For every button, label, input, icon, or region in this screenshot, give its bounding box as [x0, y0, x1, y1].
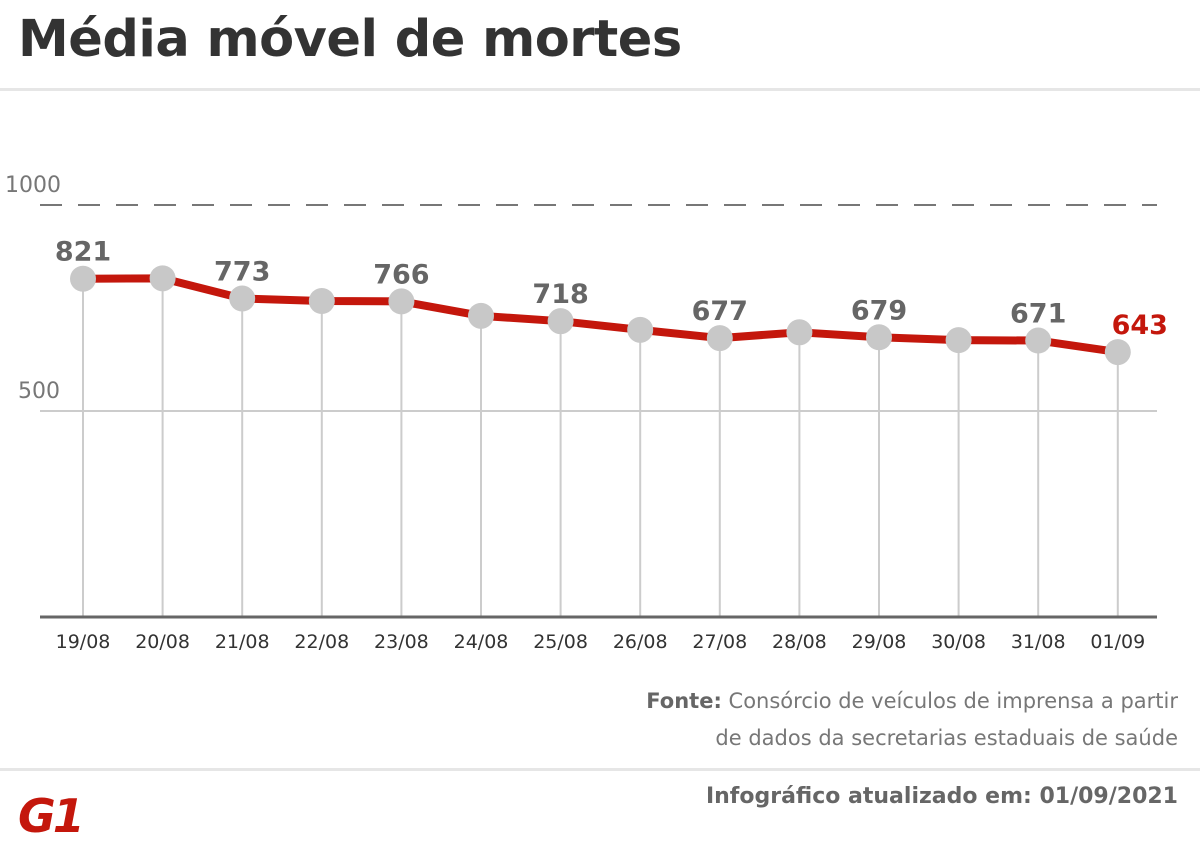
- data-point: [468, 302, 494, 329]
- x-tick-label: 27/08: [692, 631, 747, 653]
- divider-top: [0, 88, 1200, 91]
- data-label: 679: [851, 295, 907, 326]
- data-point: [308, 287, 335, 314]
- x-tick-label: 21/08: [215, 631, 270, 653]
- data-label: 718: [532, 279, 588, 310]
- x-tick-label: 28/08: [772, 631, 827, 653]
- svg-text:G1: G1: [18, 792, 82, 836]
- data-point: [1025, 327, 1052, 354]
- data-label: 671: [1010, 299, 1066, 330]
- data-point: [866, 324, 892, 351]
- x-tick-label: 31/08: [1011, 631, 1066, 653]
- data-point: [1104, 339, 1131, 366]
- g1-logo: G1: [18, 792, 85, 836]
- x-tick-label: 24/08: [454, 631, 509, 653]
- source-label: Fonte:: [646, 689, 722, 713]
- data-point: [547, 308, 574, 335]
- source-note: Fonte: Consórcio de veículos de imprensa…: [646, 683, 1178, 757]
- data-label: 643: [1112, 310, 1168, 341]
- x-tick-label: 23/08: [374, 631, 429, 653]
- data-point: [627, 316, 654, 343]
- y-tick-label: 500: [18, 379, 60, 404]
- x-tick-label: 26/08: [613, 631, 668, 653]
- x-tick-label: 30/08: [931, 631, 986, 653]
- data-point: [945, 327, 972, 354]
- x-tick-label: 29/08: [852, 631, 907, 653]
- data-label: 773: [214, 257, 270, 288]
- updated-note: Infográfico atualizado em: 01/09/2021: [705, 784, 1178, 809]
- x-tick-label: 20/08: [135, 631, 190, 653]
- x-tick-label: 25/08: [533, 631, 588, 653]
- data-point: [229, 285, 256, 312]
- data-label: 821: [55, 237, 111, 268]
- data-label: 766: [373, 259, 429, 290]
- data-point: [706, 325, 733, 352]
- chart-title: Média móvel de mortes: [18, 10, 682, 69]
- data-label: 677: [692, 296, 748, 327]
- x-tick-label: 01/09: [1090, 631, 1145, 653]
- x-tick-label: 19/08: [56, 631, 111, 653]
- data-point: [786, 319, 813, 346]
- x-tick-label: 22/08: [294, 631, 349, 653]
- data-point: [149, 265, 176, 292]
- line-chart: 500 1000 821 19/08 20/08 773 21/08 22/08 766 23/0…: [5, 173, 1168, 653]
- data-point: [388, 288, 415, 315]
- series-line: [82, 274, 1119, 357]
- data-point: [70, 265, 96, 292]
- y-tick-label: 1000: [5, 173, 61, 198]
- source-line2: de dados da secretarias estaduais de saú…: [715, 726, 1178, 750]
- divider-bottom: [0, 768, 1200, 771]
- source-line1: Consórcio de veículos de imprensa a part…: [721, 689, 1178, 713]
